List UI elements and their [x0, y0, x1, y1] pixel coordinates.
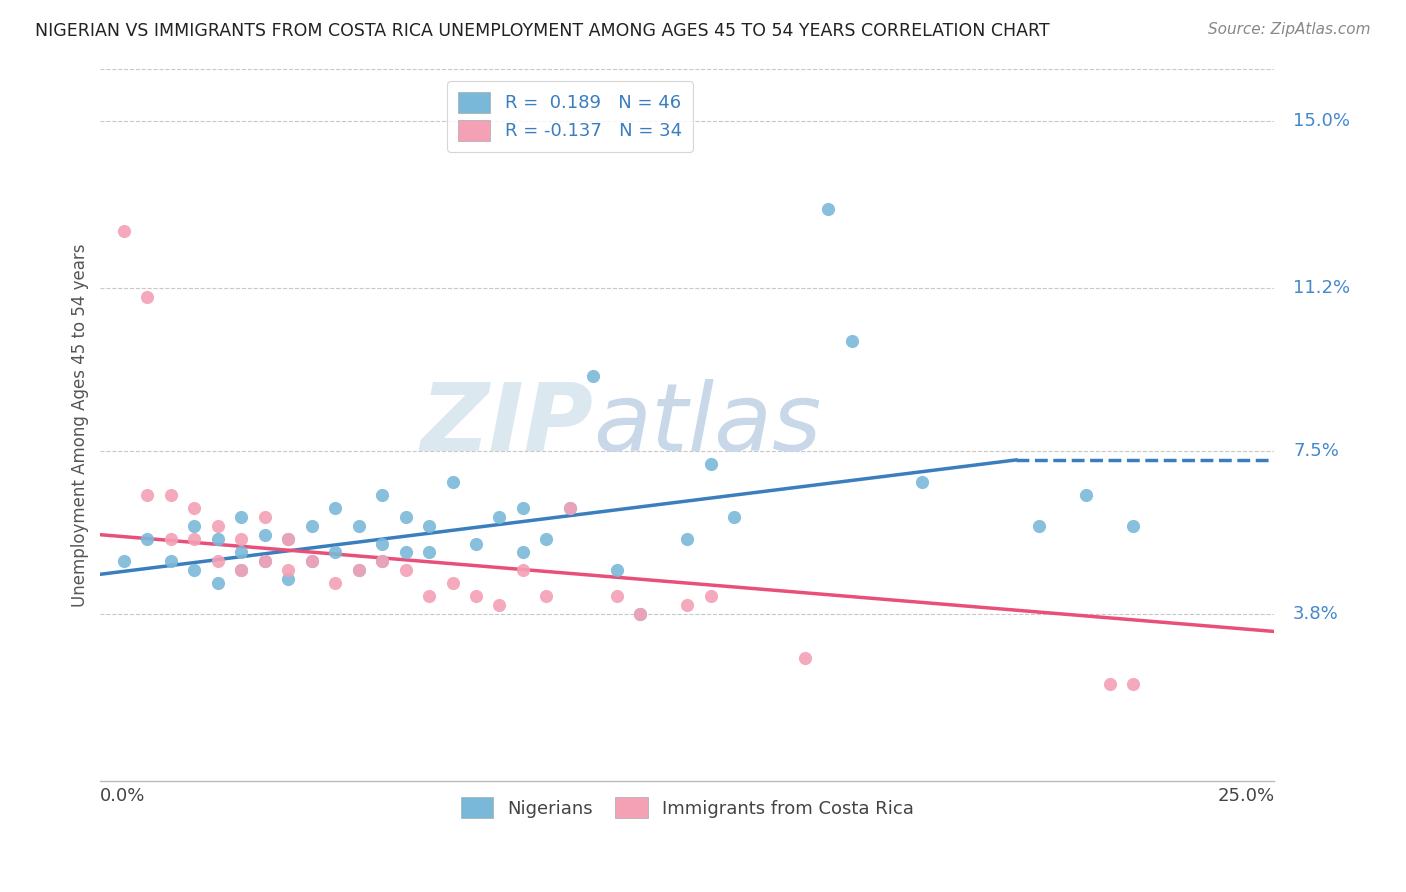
Point	[159, 554, 181, 568]
Point	[441, 576, 464, 591]
Point	[183, 532, 205, 546]
Point	[418, 545, 440, 559]
Point	[136, 488, 159, 502]
Point	[536, 589, 558, 603]
Point	[277, 572, 299, 586]
Point	[347, 563, 370, 577]
Point	[277, 532, 299, 546]
Point	[394, 563, 416, 577]
Point	[676, 532, 699, 546]
Point	[231, 545, 253, 559]
Text: 7.5%: 7.5%	[1294, 442, 1339, 460]
Point	[488, 510, 510, 524]
Point	[207, 532, 229, 546]
Point	[231, 563, 253, 577]
Point	[536, 532, 558, 546]
Text: 15.0%: 15.0%	[1294, 112, 1350, 130]
Point	[112, 224, 135, 238]
Point	[253, 554, 276, 568]
Point	[512, 563, 534, 577]
Point	[676, 598, 699, 612]
Point	[700, 589, 723, 603]
Text: Source: ZipAtlas.com: Source: ZipAtlas.com	[1208, 22, 1371, 37]
Point	[347, 519, 370, 533]
Point	[1122, 677, 1144, 691]
Point	[183, 501, 205, 516]
Point	[841, 334, 863, 349]
Point	[323, 576, 346, 591]
Text: NIGERIAN VS IMMIGRANTS FROM COSTA RICA UNEMPLOYMENT AMONG AGES 45 TO 54 YEARS CO: NIGERIAN VS IMMIGRANTS FROM COSTA RICA U…	[35, 22, 1050, 40]
Point	[512, 545, 534, 559]
Point	[628, 607, 651, 621]
Point	[700, 458, 723, 472]
Point	[301, 519, 323, 533]
Point	[1098, 677, 1121, 691]
Text: 25.0%: 25.0%	[1218, 787, 1274, 805]
Point	[253, 527, 276, 541]
Point	[394, 510, 416, 524]
Point	[231, 532, 253, 546]
Point	[323, 545, 346, 559]
Point	[1028, 519, 1050, 533]
Point	[606, 589, 628, 603]
Point	[159, 532, 181, 546]
Point	[231, 563, 253, 577]
Point	[207, 554, 229, 568]
Legend: Nigerians, Immigrants from Costa Rica: Nigerians, Immigrants from Costa Rica	[454, 790, 921, 825]
Text: 11.2%: 11.2%	[1294, 279, 1350, 297]
Point	[911, 475, 934, 489]
Point	[558, 501, 581, 516]
Point	[371, 554, 394, 568]
Point	[231, 510, 253, 524]
Point	[301, 554, 323, 568]
Point	[582, 369, 605, 384]
Point	[347, 563, 370, 577]
Point	[371, 488, 394, 502]
Text: ZIP: ZIP	[420, 379, 593, 471]
Point	[323, 501, 346, 516]
Point	[371, 554, 394, 568]
Point	[207, 576, 229, 591]
Point	[558, 501, 581, 516]
Text: 0.0%: 0.0%	[100, 787, 146, 805]
Point	[441, 475, 464, 489]
Point	[301, 554, 323, 568]
Text: atlas: atlas	[593, 379, 821, 470]
Point	[628, 607, 651, 621]
Point	[465, 589, 488, 603]
Point	[253, 510, 276, 524]
Point	[183, 563, 205, 577]
Point	[1076, 488, 1098, 502]
Point	[488, 598, 510, 612]
Point	[418, 519, 440, 533]
Point	[418, 589, 440, 603]
Point	[723, 510, 745, 524]
Point	[606, 563, 628, 577]
Point	[159, 488, 181, 502]
Y-axis label: Unemployment Among Ages 45 to 54 years: Unemployment Among Ages 45 to 54 years	[72, 243, 89, 607]
Text: 3.8%: 3.8%	[1294, 605, 1339, 623]
Point	[371, 536, 394, 550]
Point	[512, 501, 534, 516]
Point	[253, 554, 276, 568]
Point	[465, 536, 488, 550]
Point	[1122, 519, 1144, 533]
Point	[207, 519, 229, 533]
Point	[817, 202, 839, 217]
Point	[277, 532, 299, 546]
Point	[394, 545, 416, 559]
Point	[136, 290, 159, 304]
Point	[793, 651, 815, 665]
Point	[136, 532, 159, 546]
Point	[112, 554, 135, 568]
Point	[277, 563, 299, 577]
Point	[183, 519, 205, 533]
